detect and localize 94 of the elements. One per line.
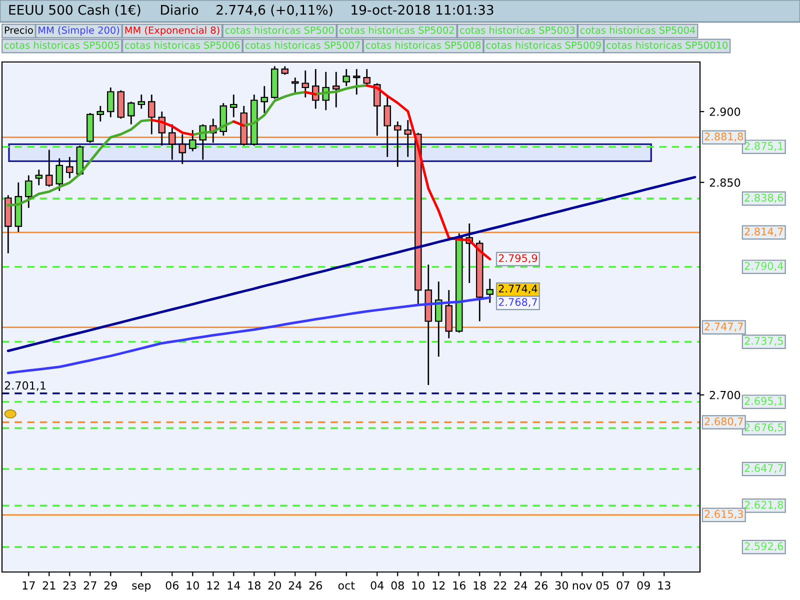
data-label: 2.795,9	[498, 254, 538, 264]
x-tick-label: 07	[616, 581, 630, 590]
candlestick	[394, 120, 402, 168]
text: cotas historicas SP5007	[245, 41, 360, 49]
x-tick-label: 24	[514, 581, 528, 590]
x-tick-label: 29	[104, 581, 117, 590]
x-tick-label: 22	[494, 581, 506, 590]
candlestick	[384, 95, 392, 158]
x-tick-label: sep	[132, 583, 151, 592]
ref-line-label: 2.676,5	[744, 423, 783, 432]
candlestick	[189, 129, 196, 152]
data-label: 2.768,7	[498, 298, 537, 308]
x-tick-label: 12	[207, 581, 220, 590]
x-tick-label: 23	[63, 581, 76, 590]
candlestick	[374, 82, 381, 136]
candlestick	[342, 68, 350, 87]
ref-line-label: 2.695,1	[744, 397, 783, 406]
ref-line-label: 2.701,1	[4, 381, 46, 391]
candlestick	[435, 280, 442, 358]
x-tick-label: 27	[84, 581, 96, 590]
y-tick-label: 2.700	[710, 390, 740, 400]
ref-line-label: 2.737,5	[744, 336, 783, 346]
text: cotas historicas SP5004	[580, 26, 696, 34]
x-tick-label: 20	[268, 581, 281, 590]
x-tick-label: 18	[474, 581, 486, 590]
text: cotas historicas SP5009	[486, 41, 601, 49]
x-tick-label: 10	[412, 581, 424, 590]
candlestick	[292, 76, 299, 94]
text: cotas historicas SP5003	[460, 26, 575, 34]
candlestick	[302, 70, 310, 98]
candlestick	[148, 94, 156, 135]
text: MM (Exponencial 8)	[125, 26, 220, 36]
ref-line-label: 2.592,6	[744, 542, 784, 552]
ref-line-label: 2.747,7	[704, 322, 743, 332]
candlestick	[107, 86, 114, 118]
ref-line-label: 2.680,7	[704, 417, 743, 426]
text: cotas historicas SP5002	[340, 26, 454, 34]
x-tick-label: 18	[248, 581, 260, 590]
candlestick	[25, 174, 32, 209]
x-tick-label: 12	[432, 581, 445, 590]
candlestick	[178, 134, 186, 165]
x-tick-label: 26	[309, 581, 322, 590]
y-tick-label: 2.900	[710, 108, 740, 116]
text: cotas historicas SP5006	[125, 41, 240, 49]
ref-line-label: 2.615,3	[704, 510, 743, 519]
x-tick-label: 26	[534, 581, 548, 590]
candlestick	[486, 278, 494, 304]
x-tick-label: 14	[228, 581, 240, 590]
candlestick	[404, 119, 412, 158]
ref-line-label: 2.881,8	[704, 132, 744, 142]
x-tick-label: 08	[391, 581, 404, 590]
x-tick-label: 21	[42, 581, 56, 590]
candlestick	[128, 100, 135, 126]
text: 2.774,4	[498, 284, 538, 294]
ref-line-label: 2.838,6	[744, 194, 784, 203]
line-series	[6, 176, 696, 352]
chart-subtitle: Diario 2.774,6 (+0,11%) 19-oct-2018 11:01:33	[161, 4, 494, 16]
text: Precio	[4, 26, 33, 34]
ref-line-label: 2.875,1	[744, 142, 783, 151]
x-tick-label: 13	[658, 581, 670, 590]
candlestick	[138, 94, 146, 110]
ref-line-label: 2.814,7	[744, 228, 783, 237]
candlestick	[353, 68, 360, 96]
x-tick-label: 06	[166, 581, 179, 590]
text: cotas historicas SP5008	[366, 41, 481, 49]
x-tick-label: 30	[555, 581, 568, 590]
x-tick-label: 16	[453, 581, 466, 590]
candlestick	[363, 68, 371, 86]
x-tick-label: 04	[370, 581, 384, 590]
y-tick-label: 2.850	[710, 178, 740, 187]
x-tick-label: 24	[288, 581, 302, 590]
candlestick	[56, 158, 64, 192]
line-series	[6, 296, 492, 374]
text: MM (Simple 200)	[38, 26, 120, 36]
x-tick-label: nov	[572, 583, 592, 590]
candlestick	[46, 149, 53, 188]
chart-title: EEUU 500 Cash (1€)	[9, 4, 140, 16]
ref-line-label: 2.621,8	[744, 500, 784, 510]
text: cotas historicas SP50010	[606, 41, 728, 49]
x-tick-label: oct	[338, 582, 355, 590]
candlestick	[168, 124, 176, 160]
x-tick-label: 17	[22, 581, 35, 590]
x-tick-label: 10	[186, 581, 199, 590]
candlestick	[230, 94, 238, 118]
candlestick	[96, 105, 104, 122]
ref-line-label: 2.647,7	[744, 464, 783, 474]
candlestick	[332, 71, 340, 108]
candlestick	[66, 156, 74, 179]
ref-line-label: 2.790,4	[744, 262, 784, 271]
candlestick	[260, 85, 268, 114]
text: cotas historicas SP5005	[4, 41, 119, 49]
x-tick-label: 05	[596, 581, 609, 590]
text: cotas historicas SP500	[225, 26, 334, 34]
x-tick-label: 09	[637, 581, 650, 590]
